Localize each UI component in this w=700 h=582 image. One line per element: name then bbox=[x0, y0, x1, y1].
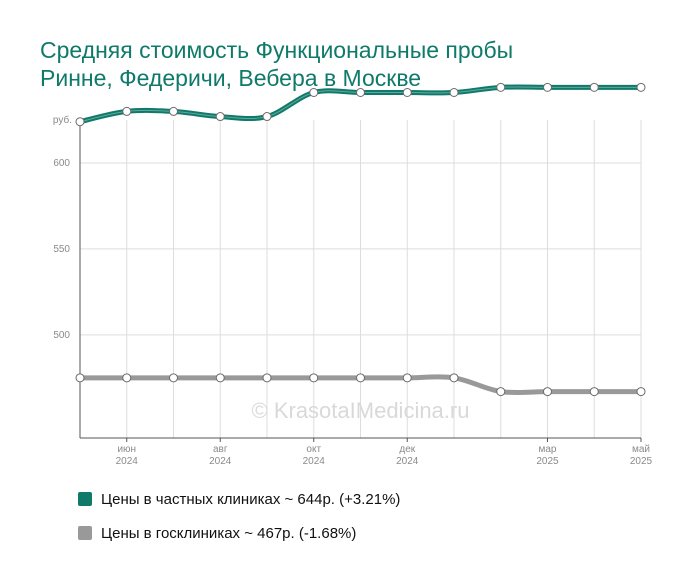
data-point-private bbox=[636, 82, 646, 92]
chart-title-line-1: Средняя стоимость Функциональные пробы bbox=[40, 37, 514, 63]
x-tick-label-year: 2024 bbox=[396, 456, 419, 467]
legend-item-private[interactable]: Цены в частных клиниках ~ 644р. (+3.21%) bbox=[78, 488, 400, 510]
y-axis-unit: руб. bbox=[53, 114, 72, 126]
x-tick-label-month: мар bbox=[539, 444, 557, 455]
data-point-public bbox=[309, 373, 319, 383]
legend-swatch-public bbox=[78, 526, 92, 540]
data-point-private bbox=[309, 87, 319, 97]
y-tick-label: 500 bbox=[53, 330, 70, 341]
x-tick-label-month: дек bbox=[399, 444, 415, 455]
x-tick-label-year: 2025 bbox=[630, 456, 653, 467]
data-point-private bbox=[169, 106, 178, 116]
y-tick-label: 550 bbox=[53, 244, 70, 255]
legend-item-public[interactable]: Цены в госклиниках ~ 467р. (-1.68%) bbox=[78, 522, 400, 544]
data-point-private bbox=[356, 87, 365, 97]
data-point-public bbox=[449, 373, 459, 383]
data-point-public bbox=[589, 387, 599, 397]
chart-title: Средняя стоимость Функциональные пробы Р… bbox=[40, 36, 660, 92]
data-point-private bbox=[75, 117, 85, 127]
x-tick-label-year: 2024 bbox=[209, 456, 232, 467]
x-tick-label-month: авг bbox=[213, 444, 228, 455]
x-tick-label-month: окт bbox=[306, 444, 321, 455]
data-point-private bbox=[589, 82, 599, 92]
x-tick-label-month: июн bbox=[117, 444, 136, 455]
x-tick-label-year: 2024 bbox=[116, 456, 139, 467]
data-point-private bbox=[496, 82, 506, 92]
chart-title-line-2: Ринне, Федеричи, Вебера в Москве bbox=[40, 65, 422, 91]
data-point-private bbox=[122, 106, 132, 116]
data-point-public bbox=[636, 387, 646, 397]
legend-label-public: Цены в госклиниках ~ 467р. (-1.68%) bbox=[101, 524, 357, 542]
data-point-private bbox=[215, 112, 225, 122]
data-point-public bbox=[496, 387, 506, 397]
data-point-public bbox=[215, 373, 225, 383]
x-tick-label-year: 2025 bbox=[536, 456, 559, 467]
data-point-public bbox=[169, 373, 178, 383]
watermark: © KrasotaIMedicina.ru bbox=[252, 398, 470, 423]
data-point-private bbox=[262, 112, 272, 122]
data-point-private bbox=[449, 87, 459, 97]
data-point-public bbox=[122, 373, 132, 383]
data-point-public bbox=[75, 373, 85, 383]
data-point-public bbox=[262, 373, 272, 383]
legend: Цены в частных клиниках ~ 644р. (+3.21%)… bbox=[78, 488, 400, 556]
data-point-public bbox=[356, 373, 365, 383]
legend-label-private: Цены в частных клиниках ~ 644р. (+3.21%) bbox=[101, 490, 401, 508]
y-tick-label: 600 bbox=[53, 158, 70, 169]
data-point-public bbox=[543, 387, 552, 397]
x-tick-label-month: май bbox=[632, 444, 650, 455]
data-point-private bbox=[543, 82, 552, 92]
data-point-private bbox=[402, 87, 412, 97]
x-tick-label-year: 2024 bbox=[303, 456, 326, 467]
legend-swatch-private bbox=[78, 492, 92, 506]
price-line-chart: 600550500руб.июн2024авг2024окт2024дек202… bbox=[53, 82, 653, 467]
data-point-public bbox=[402, 373, 412, 383]
